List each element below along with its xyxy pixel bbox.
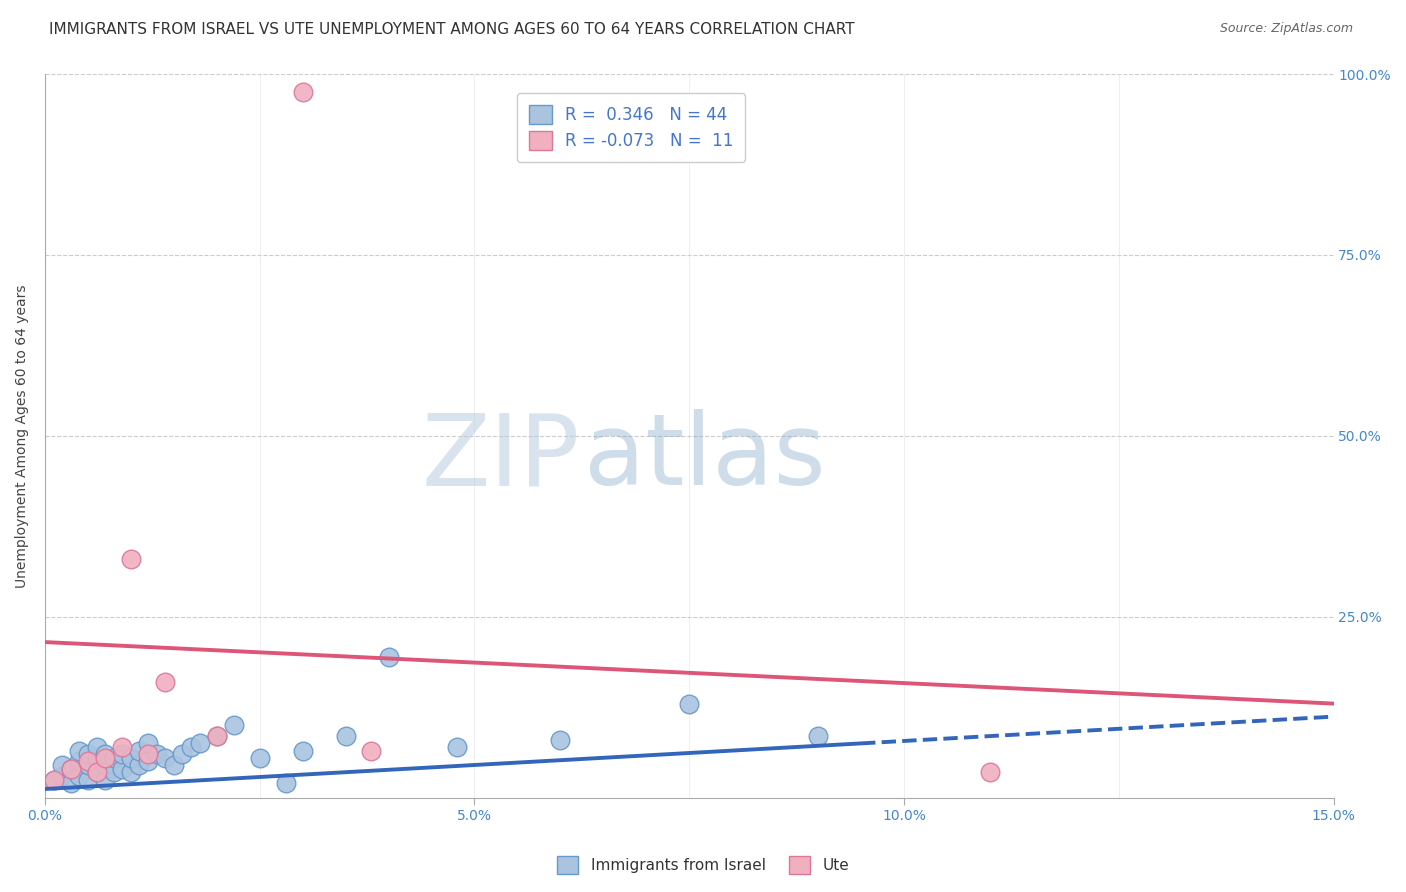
Point bbox=[136, 736, 159, 750]
Text: ZIP: ZIP bbox=[422, 409, 579, 506]
Text: Source: ZipAtlas.com: Source: ZipAtlas.com bbox=[1219, 22, 1353, 36]
Point bbox=[807, 729, 830, 743]
Point bbox=[86, 751, 108, 765]
Point bbox=[163, 758, 186, 772]
Point bbox=[86, 739, 108, 754]
Point bbox=[67, 755, 90, 769]
Point bbox=[145, 747, 167, 762]
Point bbox=[67, 769, 90, 783]
Point bbox=[59, 762, 82, 776]
Point bbox=[111, 739, 134, 754]
Point bbox=[94, 758, 117, 772]
Point bbox=[136, 747, 159, 762]
Point bbox=[111, 747, 134, 762]
Y-axis label: Unemployment Among Ages 60 to 64 years: Unemployment Among Ages 60 to 64 years bbox=[15, 284, 30, 588]
Text: atlas: atlas bbox=[583, 409, 825, 506]
Point bbox=[979, 765, 1001, 780]
Point bbox=[86, 765, 108, 780]
Point bbox=[155, 674, 177, 689]
Point bbox=[42, 772, 65, 787]
Point bbox=[77, 755, 100, 769]
Point bbox=[59, 776, 82, 790]
Point bbox=[249, 751, 271, 765]
Point bbox=[51, 769, 73, 783]
Point bbox=[77, 758, 100, 772]
Point bbox=[172, 747, 194, 762]
Point bbox=[120, 751, 142, 765]
Point bbox=[155, 751, 177, 765]
Legend: R =  0.346   N = 44, R = -0.073   N =  11: R = 0.346 N = 44, R = -0.073 N = 11 bbox=[517, 93, 745, 161]
Point bbox=[128, 744, 150, 758]
Point bbox=[678, 697, 700, 711]
Text: IMMIGRANTS FROM ISRAEL VS UTE UNEMPLOYMENT AMONG AGES 60 TO 64 YEARS CORRELATION: IMMIGRANTS FROM ISRAEL VS UTE UNEMPLOYME… bbox=[49, 22, 855, 37]
Point bbox=[205, 729, 228, 743]
Point bbox=[274, 776, 297, 790]
Point bbox=[94, 751, 117, 765]
Point bbox=[111, 762, 134, 776]
Point bbox=[120, 552, 142, 566]
Point bbox=[77, 772, 100, 787]
Point bbox=[335, 729, 357, 743]
Point bbox=[180, 739, 202, 754]
Legend: Immigrants from Israel, Ute: Immigrants from Israel, Ute bbox=[551, 850, 855, 880]
Point bbox=[103, 765, 125, 780]
Point bbox=[128, 758, 150, 772]
Point bbox=[59, 762, 82, 776]
Point bbox=[136, 755, 159, 769]
Point bbox=[42, 772, 65, 787]
Point bbox=[222, 718, 245, 732]
Point bbox=[94, 747, 117, 762]
Point bbox=[94, 772, 117, 787]
Point bbox=[360, 744, 382, 758]
Point bbox=[86, 765, 108, 780]
Point bbox=[120, 765, 142, 780]
Point bbox=[291, 744, 314, 758]
Point bbox=[51, 758, 73, 772]
Point bbox=[188, 736, 211, 750]
Point bbox=[77, 747, 100, 762]
Point bbox=[67, 744, 90, 758]
Point bbox=[550, 732, 572, 747]
Point bbox=[103, 751, 125, 765]
Point bbox=[446, 739, 468, 754]
Point bbox=[377, 649, 399, 664]
Point bbox=[291, 85, 314, 99]
Point bbox=[205, 729, 228, 743]
